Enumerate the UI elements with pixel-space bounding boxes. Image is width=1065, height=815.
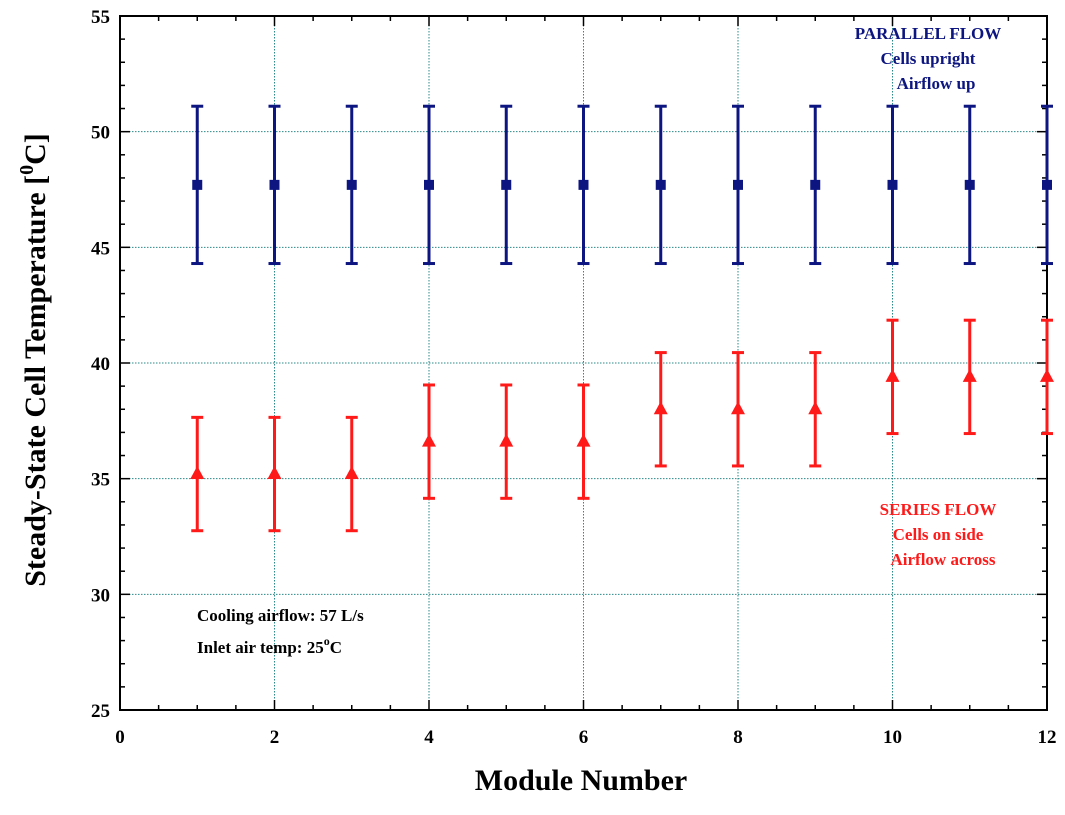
y-tick-label: 40 <box>91 354 110 375</box>
data-point <box>731 401 745 414</box>
data-point <box>270 180 280 190</box>
parallel-flow-cells: Cells upright <box>881 49 976 68</box>
x-axis-title: Module Number <box>475 764 688 797</box>
data-point <box>1042 180 1052 190</box>
x-tick-label: 2 <box>270 727 280 748</box>
data-point <box>268 466 282 479</box>
x-tick-label: 8 <box>733 727 743 748</box>
parallel-flow-label: PARALLEL FLOW <box>855 24 1002 43</box>
y-tick-label: 45 <box>91 238 110 259</box>
y-axis-title: Steady-State Cell Temperature [0C] <box>16 133 52 587</box>
y-tick-label: 35 <box>91 470 110 491</box>
data-point <box>965 180 975 190</box>
series-parallel-flow <box>191 106 1053 263</box>
inlet-air-temp-text: Inlet air temp: 25oC <box>197 634 342 657</box>
data-point <box>654 401 668 414</box>
x-tick-label: 6 <box>579 727 589 748</box>
data-point <box>1040 369 1054 382</box>
data-point <box>810 180 820 190</box>
data-point <box>345 466 359 479</box>
series-flow-annotation: SERIES FLOW Cells on side Airflow across <box>880 500 997 569</box>
x-tick-label: 4 <box>424 727 434 748</box>
data-point <box>499 434 513 447</box>
data-point <box>422 434 436 447</box>
series-flow-label: SERIES FLOW <box>880 500 997 519</box>
y-tick-label: 30 <box>91 585 110 606</box>
data-point <box>347 180 357 190</box>
data-point <box>886 369 900 382</box>
x-tick-label: 10 <box>883 727 902 748</box>
y-tick-label: 55 <box>91 7 110 28</box>
data-point <box>579 180 589 190</box>
data-point <box>190 466 204 479</box>
cooling-airflow-text: Cooling airflow: 57 L/s <box>197 606 364 625</box>
data-point <box>577 434 591 447</box>
series-flow-airflow: Airflow across <box>891 550 996 569</box>
parallel-flow-airflow: Airflow up <box>897 74 976 93</box>
x-tick-label: 12 <box>1038 727 1057 748</box>
data-point <box>424 180 434 190</box>
y-axis-title-superscript: 0 <box>16 165 38 175</box>
data-point <box>656 180 666 190</box>
parallel-flow-annotation: PARALLEL FLOW Cells upright Airflow up <box>855 24 1002 93</box>
data-point <box>888 180 898 190</box>
data-point <box>501 180 511 190</box>
data-point <box>963 369 977 382</box>
series-layer <box>190 106 1054 530</box>
y-tick-label: 25 <box>91 701 110 722</box>
axis-ticks: 0 2 4 6 8 10 12 25 30 35 40 45 50 55 <box>91 7 1057 748</box>
data-point <box>733 180 743 190</box>
x-tick-label: 0 <box>115 727 125 748</box>
conditions-annotation: Cooling airflow: 57 L/s Inlet air temp: … <box>197 606 364 657</box>
y-tick-label: 50 <box>91 123 110 144</box>
data-point <box>808 401 822 414</box>
data-point <box>192 180 202 190</box>
series-flow-cells: Cells on side <box>893 525 984 544</box>
